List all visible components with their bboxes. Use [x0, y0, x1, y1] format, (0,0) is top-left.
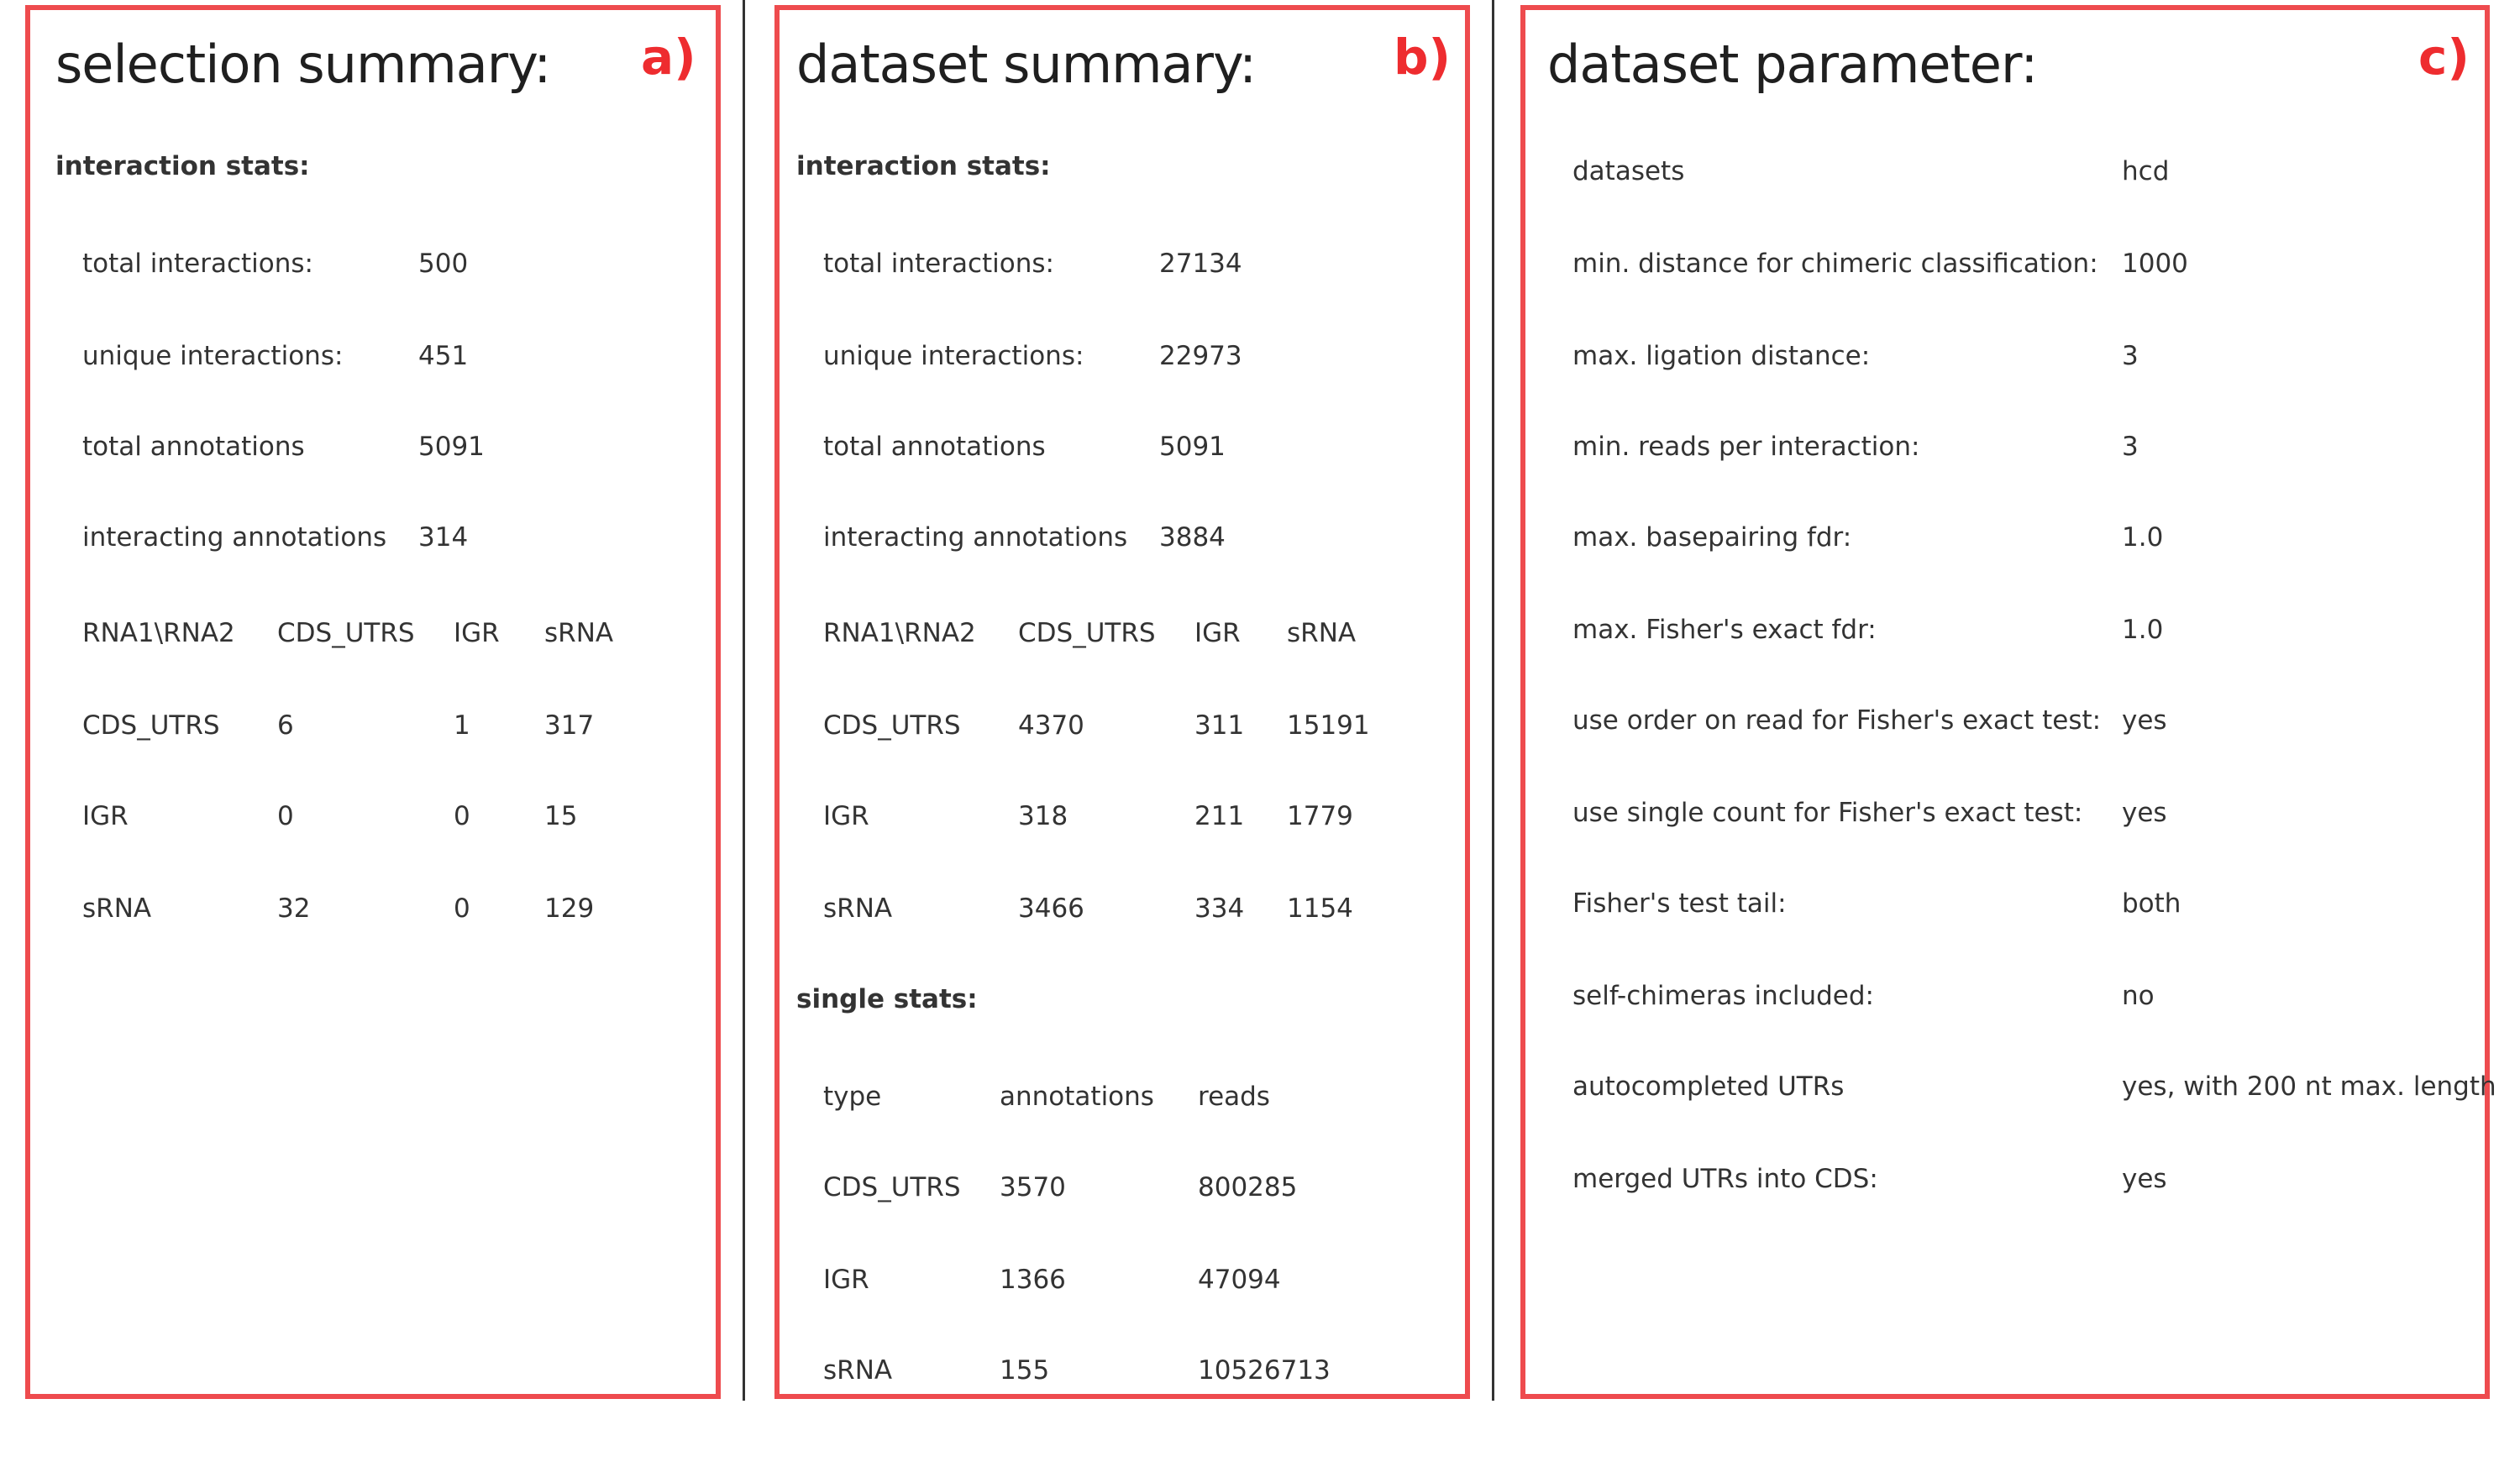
param-value: 3	[2122, 432, 2139, 462]
single-cell: IGR	[823, 1265, 869, 1295]
single-cell: 800285	[1198, 1172, 1298, 1202]
stat-value: 22973	[1159, 341, 1242, 371]
param-value: 1.0	[2122, 522, 2164, 553]
param-value: yes	[2122, 798, 2167, 828]
param-value: 1000	[2122, 249, 2188, 279]
stat-label: interacting annotations	[82, 522, 387, 553]
stat-value: 451	[418, 341, 469, 371]
matrix-cell: 0	[454, 893, 470, 924]
matrix-header-cell: CDS_UTRS	[1018, 618, 1156, 648]
param-value: hcd	[2122, 156, 2170, 186]
param-label: min. distance for chimeric classificatio…	[1572, 249, 2098, 279]
matrix-cell: 129	[544, 893, 595, 924]
single-cell: 155	[1000, 1355, 1050, 1386]
matrix-cell: sRNA	[82, 893, 152, 924]
single-header-cell: reads	[1198, 1082, 1270, 1112]
matrix-cell: 1779	[1287, 801, 1353, 831]
stat-label: unique interactions:	[82, 341, 344, 371]
param-value: both	[2122, 888, 2181, 919]
panel-title: dataset summary:	[796, 34, 1257, 95]
stat-value: 5091	[1159, 432, 1226, 462]
panel-label: b)	[1394, 29, 1452, 86]
matrix-cell: 3466	[1018, 893, 1084, 924]
stat-label: unique interactions:	[823, 341, 1084, 371]
section-title: interaction stats:	[55, 151, 310, 181]
matrix-header-cell: IGR	[454, 618, 500, 648]
matrix-cell: 318	[1018, 801, 1068, 831]
single-cell: 1366	[1000, 1265, 1066, 1295]
matrix-cell: 32	[277, 893, 311, 924]
matrix-cell: 1	[454, 710, 470, 741]
matrix-header-cell: RNA1\RNA2	[823, 618, 976, 648]
matrix-cell: IGR	[823, 801, 869, 831]
matrix-cell: 1154	[1287, 893, 1353, 924]
selection-summary-panel: selection summary: a) interaction stats:…	[25, 5, 721, 1399]
matrix-cell: CDS_UTRS	[823, 710, 961, 741]
divider-line	[1492, 0, 1494, 1401]
divider-line	[743, 0, 745, 1401]
matrix-cell: 311	[1194, 710, 1245, 741]
single-cell: 3570	[1000, 1172, 1066, 1202]
section-title: interaction stats:	[796, 151, 1051, 181]
stat-value: 5091	[418, 432, 485, 462]
matrix-header-cell: CDS_UTRS	[277, 618, 415, 648]
param-label: use order on read for Fisher's exact tes…	[1572, 705, 2102, 736]
matrix-header-cell: sRNA	[1287, 618, 1357, 648]
single-cell: 47094	[1198, 1265, 1281, 1295]
param-label: Fisher's test tail:	[1572, 888, 1787, 919]
matrix-header-cell: sRNA	[544, 618, 614, 648]
param-value: 3	[2122, 341, 2139, 371]
matrix-cell: 334	[1194, 893, 1245, 924]
single-cell: CDS_UTRS	[823, 1172, 961, 1202]
single-header-cell: type	[823, 1082, 882, 1112]
param-label: max. Fisher's exact fdr:	[1572, 615, 1877, 645]
param-label: max. ligation distance:	[1572, 341, 1871, 371]
single-cell: 10526713	[1198, 1355, 1331, 1386]
param-label: autocompleted UTRs	[1572, 1071, 1845, 1102]
stat-label: total annotations	[82, 432, 305, 462]
param-label: datasets	[1572, 156, 1685, 186]
param-label: use single count for Fisher's exact test…	[1572, 798, 2083, 828]
stat-value: 3884	[1159, 522, 1226, 553]
matrix-header-cell: IGR	[1194, 618, 1241, 648]
matrix-cell: 15191	[1287, 710, 1370, 741]
panel-title: selection summary:	[55, 34, 551, 95]
matrix-cell: 15	[544, 801, 578, 831]
matrix-cell: 317	[544, 710, 595, 741]
stat-label: total annotations	[823, 432, 1046, 462]
param-label: max. basepairing fdr:	[1572, 522, 1852, 553]
param-label: self-chimeras included:	[1572, 981, 1874, 1011]
matrix-cell: CDS_UTRS	[82, 710, 220, 741]
stat-label: total interactions:	[823, 249, 1054, 279]
panel-title: dataset parameter:	[1547, 34, 2038, 95]
param-value: 1.0	[2122, 615, 2164, 645]
matrix-cell: 4370	[1018, 710, 1084, 741]
stat-value: 500	[418, 249, 469, 279]
param-label: merged UTRs into CDS:	[1572, 1164, 1878, 1194]
section-title: single stats:	[796, 984, 978, 1014]
single-header-cell: annotations	[1000, 1082, 1154, 1112]
dataset-summary-panel: dataset summary: b) interaction stats: t…	[774, 5, 1470, 1399]
panel-label: c)	[2418, 29, 2470, 86]
matrix-cell: 211	[1194, 801, 1245, 831]
matrix-cell: IGR	[82, 801, 129, 831]
stat-value: 314	[418, 522, 469, 553]
matrix-cell: sRNA	[823, 893, 893, 924]
matrix-cell: 0	[454, 801, 470, 831]
param-label: min. reads per interaction:	[1572, 432, 1920, 462]
matrix-cell: 6	[277, 710, 294, 741]
param-value: no	[2122, 981, 2155, 1011]
dataset-parameter-panel: dataset parameter: c) datasets hcd min. …	[1520, 5, 2496, 1399]
stat-label: total interactions:	[82, 249, 313, 279]
param-value: yes, with 200 nt max. length	[2122, 1071, 2496, 1102]
stat-label: interacting annotations	[823, 522, 1128, 553]
single-cell: sRNA	[823, 1355, 893, 1386]
matrix-cell: 0	[277, 801, 294, 831]
param-value: yes	[2122, 1164, 2167, 1194]
matrix-header-cell: RNA1\RNA2	[82, 618, 235, 648]
panel-label: a)	[641, 29, 696, 86]
param-value: yes	[2122, 705, 2167, 736]
stat-value: 27134	[1159, 249, 1242, 279]
